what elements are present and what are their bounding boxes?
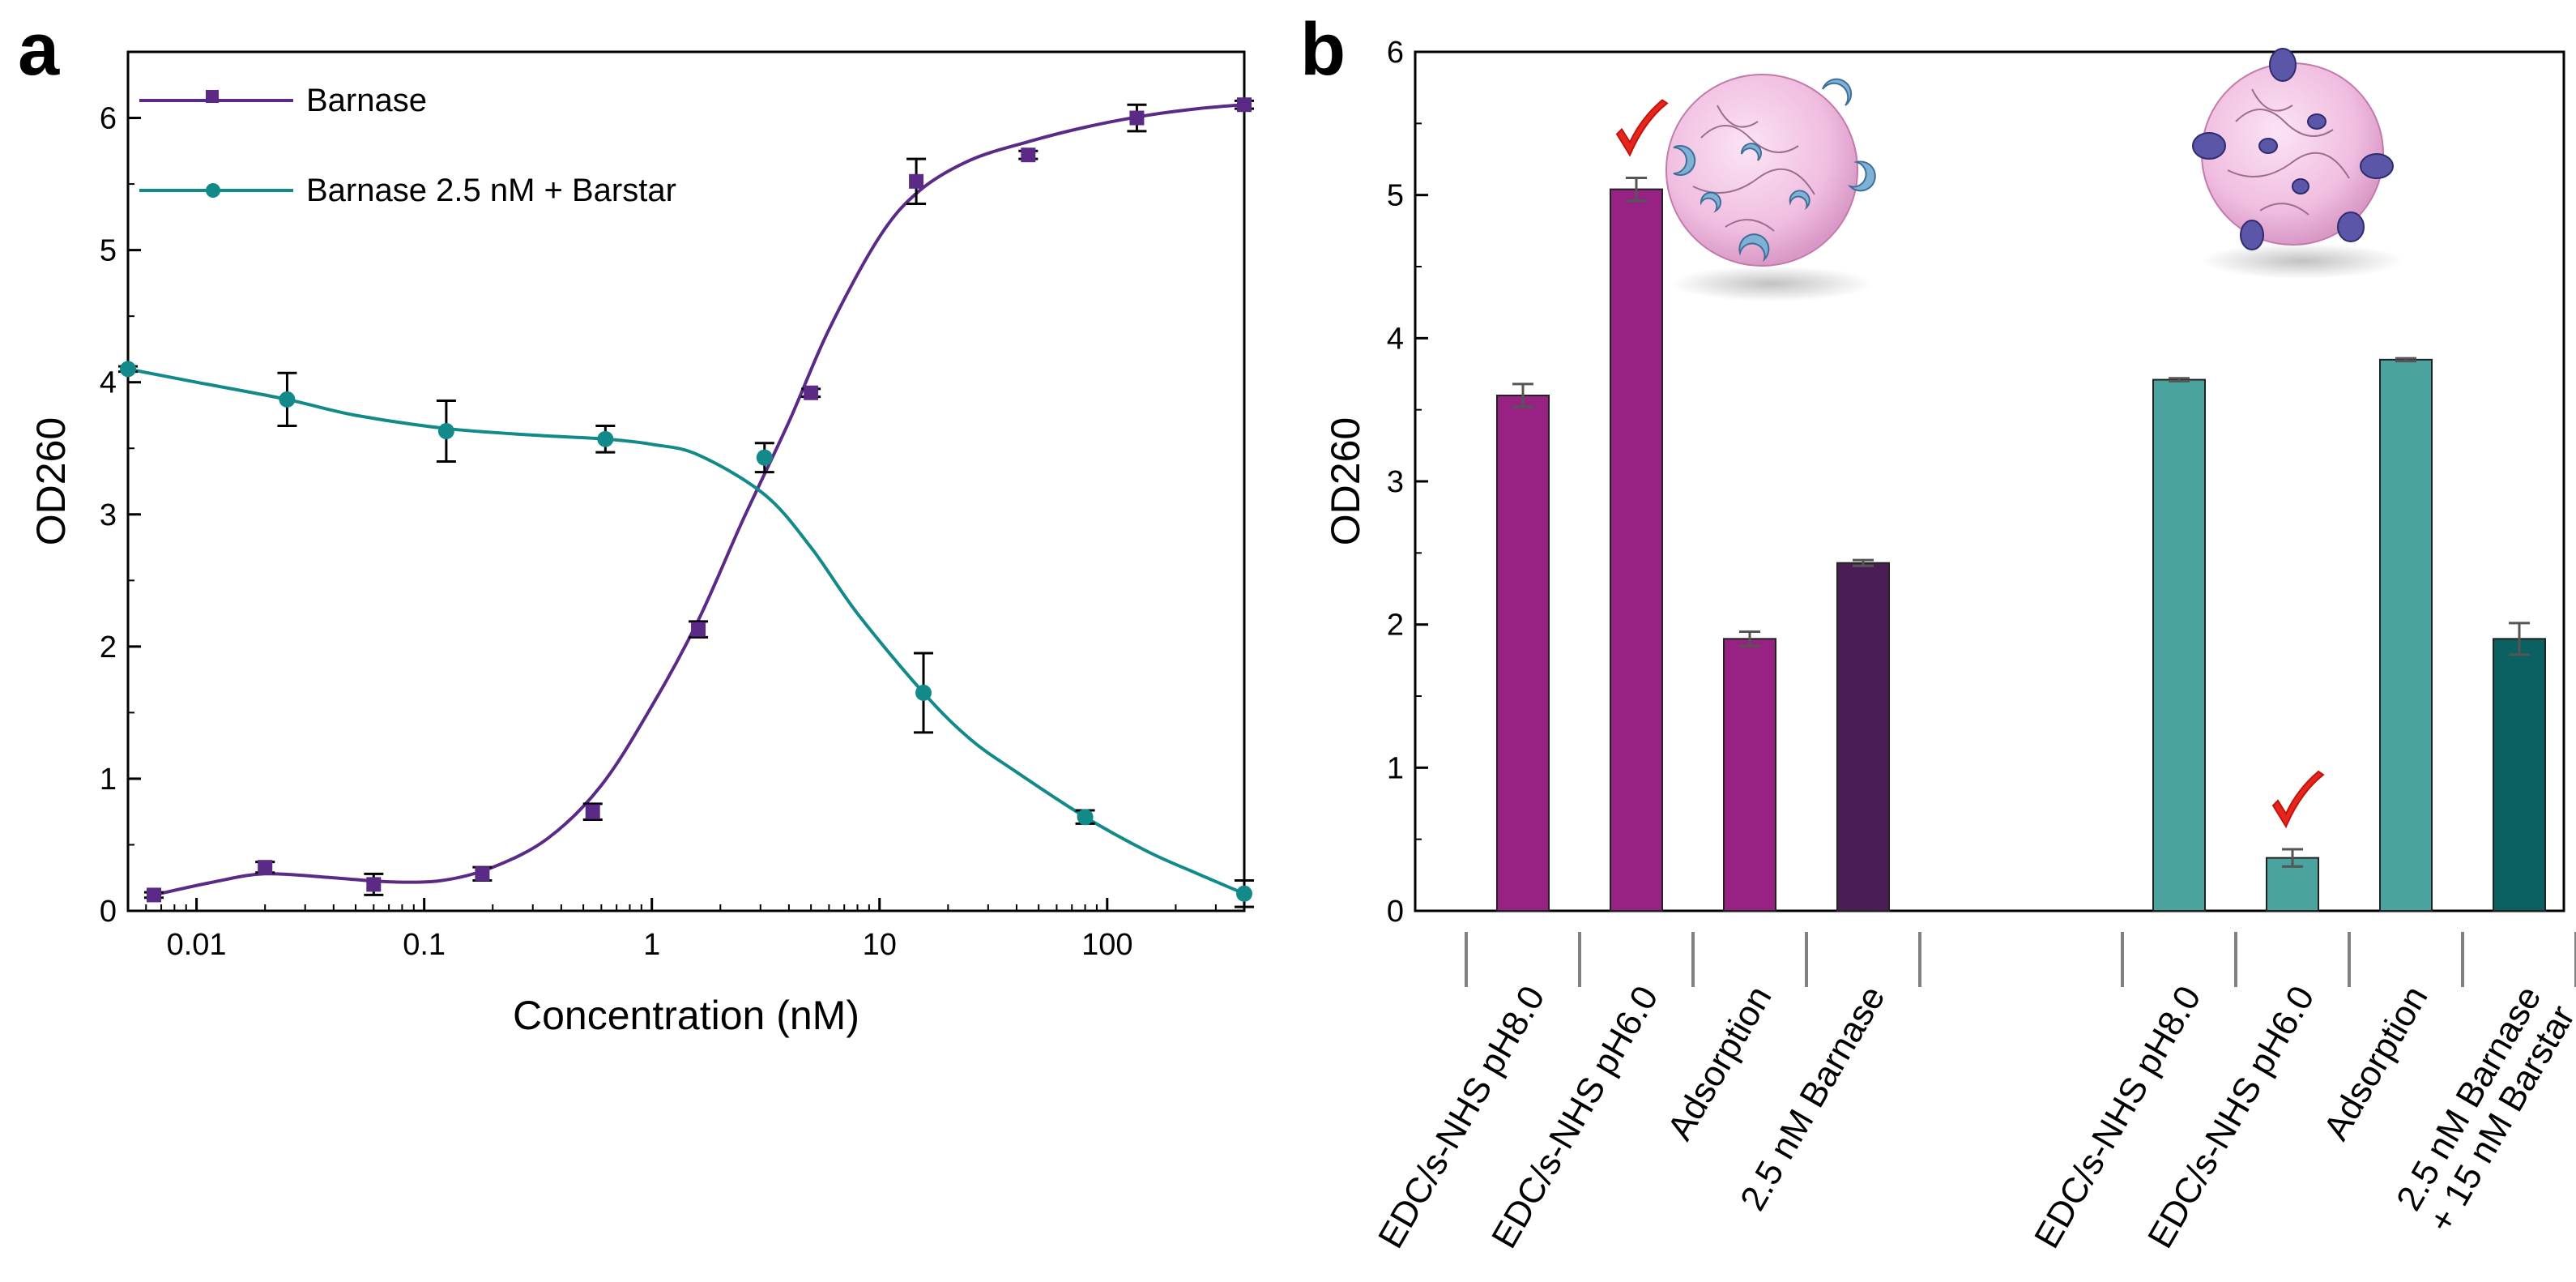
panel-b-ticks: 0 1 2 3 4 5 6: [1387, 36, 1428, 929]
x-tick-label: 0.1: [403, 928, 446, 962]
error-bar: [2282, 848, 2303, 868]
y-tick-label: 5: [100, 234, 117, 268]
data-point-barstar: [437, 423, 454, 440]
panel-b-letter: b: [1300, 8, 1346, 91]
data-point-barstar: [915, 684, 932, 701]
category-label-line: Adsorption: [2316, 980, 2436, 1147]
bar: [2493, 638, 2546, 912]
data-point-barnase: [804, 385, 819, 400]
panel-a-y-axis-label: OD260: [28, 417, 74, 545]
y-tick-label: 1: [100, 763, 117, 797]
data-point-barnase: [258, 860, 273, 875]
data-point-barstar: [120, 361, 136, 378]
panel-a-x-axis-label: Concentration (nM): [513, 993, 859, 1038]
panel-a-curves: [127, 103, 1245, 897]
data-point-barnase: [147, 887, 162, 903]
legend-label-barstar: Barnase 2.5 nM + Barstar: [306, 173, 676, 208]
x-tick-label: 0.01: [167, 928, 227, 962]
x-tick-label: 10: [863, 928, 897, 962]
data-point-barnase: [585, 804, 600, 819]
error-bar: [1626, 176, 1647, 203]
check-mark-icon: [2271, 770, 2325, 829]
y-tick-label: 1: [1387, 751, 1404, 785]
bar: [1723, 638, 1776, 912]
y-tick-label: 2: [1387, 609, 1404, 643]
series-line-barstar: [127, 367, 1245, 895]
bar: [1610, 188, 1663, 912]
data-point-barnase: [366, 877, 382, 892]
error-bar: [2509, 622, 2530, 656]
y-tick-label: 0: [1387, 895, 1404, 929]
bead-illustration-barnase: [1665, 74, 1876, 301]
panel-a-markers: [120, 97, 1252, 903]
panel-a-line-chart: a 0.01 0.1 1 10 100 0 1 2 3 4 5 6 Barnase Barnase 2…: [18, 8, 1254, 1038]
data-point-barnase: [1237, 97, 1252, 113]
panel-a-ticks: 0.01 0.1 1 10 100 0 1 2 3 4 5 6: [100, 51, 1245, 962]
y-tick-label: 3: [1387, 465, 1404, 499]
y-tick-label: 6: [100, 102, 117, 136]
panel-a-letter: a: [18, 8, 60, 91]
panel-b-bars: [1496, 99, 2546, 912]
y-tick-label: 2: [100, 630, 117, 665]
category-label: Adsorption: [1660, 980, 1780, 1147]
bar: [2379, 358, 2433, 912]
error-bar: [1512, 382, 1533, 408]
data-point-barstar: [1077, 809, 1094, 826]
series-line-barnase: [153, 103, 1245, 897]
error-bar: [2395, 357, 2416, 363]
category-label-line: Adsorption: [1660, 980, 1780, 1147]
y-tick-label: 4: [100, 366, 117, 400]
data-point-barstar: [597, 430, 614, 447]
bead-illustration-barstar: [2192, 48, 2403, 279]
bar: [1496, 395, 1550, 912]
data-point-barnase: [1021, 147, 1036, 163]
bar: [1836, 562, 1890, 912]
x-tick-label: 1: [643, 928, 660, 962]
bar: [2152, 378, 2206, 912]
error-bar: [2169, 377, 2190, 382]
data-point-barstar: [279, 391, 296, 408]
error-bar: [1853, 558, 1874, 567]
data-point-barnase: [691, 622, 706, 637]
panel-b-y-axis-label: OD260: [1323, 417, 1368, 545]
panel-a-legend: Barnase Barnase 2.5 nM + Barstar: [139, 83, 676, 208]
data-point-barstar: [1236, 885, 1252, 902]
legend-marker-barstar: [206, 183, 220, 198]
y-tick-label: 0: [100, 895, 117, 929]
data-point-barnase: [475, 866, 490, 882]
panel-a-frame: [126, 50, 1246, 912]
error-bar: [1739, 630, 1760, 647]
legend-marker-barnase: [206, 90, 219, 103]
data-point-barnase: [1129, 110, 1145, 126]
check-mark-icon: [1615, 99, 1669, 157]
y-tick-label: 5: [1387, 179, 1404, 213]
legend-label-barnase: Barnase: [306, 83, 427, 118]
category-label: Adsorption: [2316, 980, 2436, 1147]
y-tick-label: 4: [1387, 322, 1404, 356]
x-tick-label: 100: [1081, 928, 1132, 962]
y-tick-label: 3: [100, 498, 117, 532]
y-tick-label: 6: [1387, 36, 1404, 70]
panel-a-error-bars: [118, 99, 1254, 908]
data-point-barstar: [756, 449, 773, 466]
data-point-barnase: [909, 173, 924, 189]
